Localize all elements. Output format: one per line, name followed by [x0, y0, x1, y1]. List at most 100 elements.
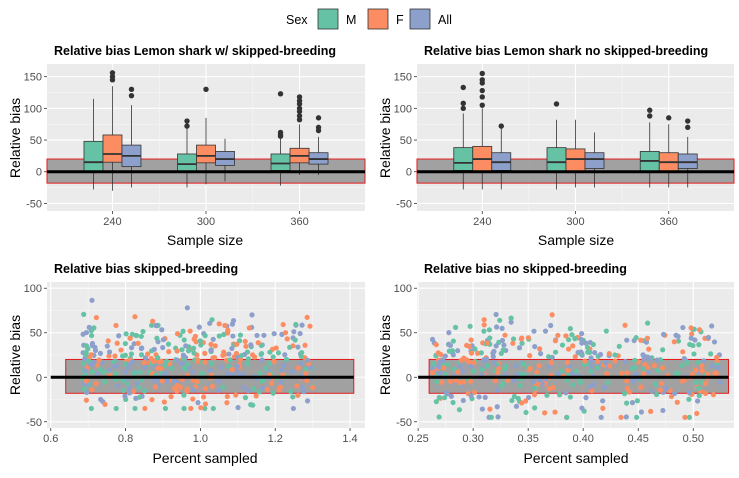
scatter-point-all: [207, 367, 213, 374]
scatter-point-m: [113, 370, 119, 376]
scatter-point-all: [531, 328, 537, 334]
scatter-point-m: [266, 360, 273, 367]
scatter-point-f: [113, 322, 119, 329]
scatter-point-m: [578, 379, 584, 385]
scatter-point-f: [550, 385, 556, 391]
scatter-point-m: [467, 323, 473, 329]
scatter-point-all: [629, 400, 636, 406]
scatter-point-m: [88, 405, 94, 412]
scatter-point-all: [494, 387, 500, 393]
scatter-point-all: [82, 356, 88, 362]
scatter-point-m: [436, 414, 442, 420]
scatter-point-m: [532, 385, 538, 391]
scatter-point-m: [288, 389, 294, 395]
scatter-point-all: [623, 414, 629, 420]
box-all-300: [215, 138, 235, 182]
scatter-point-m: [486, 327, 492, 333]
scatter-point-f: [224, 400, 230, 406]
box: [196, 144, 216, 164]
scatter-point-all: [446, 330, 452, 336]
scatter-point-m: [585, 349, 591, 355]
scatter-point-f: [495, 370, 501, 376]
scatter-point-all: [95, 371, 101, 377]
scatter-point-m: [544, 392, 550, 398]
x-tick-label: 0.30: [462, 433, 483, 445]
scatter-point-all: [218, 364, 225, 370]
scatter-point-f: [198, 405, 204, 411]
scatter-point-f: [145, 351, 151, 357]
scatter-point-all: [298, 360, 304, 367]
scatter-point-all: [106, 349, 113, 355]
scatter-point-f: [233, 392, 239, 398]
scatter-point-f: [638, 384, 644, 390]
scatter-point-f: [531, 392, 538, 398]
scatter-point-all: [630, 378, 636, 384]
scatter-point-all: [514, 371, 520, 378]
scatter-point-f: [641, 370, 647, 377]
scatter-point-m: [102, 379, 108, 385]
scatter-point-m: [634, 414, 640, 420]
scatter-point-f: [659, 365, 666, 371]
scatter-point-m: [679, 362, 685, 369]
y-tick-label: 100: [24, 283, 42, 295]
scatter-point-all: [681, 356, 687, 362]
scatter-point-all: [308, 364, 314, 371]
box: [546, 147, 567, 173]
panel-title-3: Relative bias skipped-breeding: [54, 262, 238, 276]
scatter-point-m: [569, 332, 575, 338]
box: [83, 140, 104, 173]
scatter-point-f: [282, 330, 289, 336]
y-axis-title-1: Relative bias: [7, 98, 23, 178]
scatter-point-f: [606, 363, 613, 369]
outlier-point: [184, 123, 190, 129]
scatter-point-all: [126, 385, 132, 391]
scatter-point-all: [160, 337, 166, 343]
y-tick-label: 0: [36, 372, 42, 384]
scatter-point-all: [89, 297, 95, 303]
scatter-point-m: [449, 348, 455, 354]
x-tick-label: 0.40: [572, 433, 593, 445]
scatter-point-m: [515, 395, 521, 402]
scatter-point-f: [487, 406, 493, 412]
scatter-point-m: [673, 370, 679, 376]
panel-1: -50 0 50 100 150 240 300 360: [24, 64, 366, 228]
outlier-point: [479, 102, 485, 108]
scatter-point-f: [468, 337, 474, 343]
scatter-point-f: [671, 339, 677, 345]
scatter-point-f: [88, 352, 94, 358]
scatter-point-all: [164, 378, 170, 384]
scatter-point-m: [119, 353, 126, 359]
scatter-point-f: [93, 380, 99, 387]
scatter-point-m: [124, 380, 130, 387]
outlier-point: [460, 100, 466, 106]
scatter-point-f: [307, 323, 313, 329]
scatter-point-m: [675, 338, 682, 344]
scatter-point-f: [284, 336, 290, 342]
scatter-point-all: [230, 318, 237, 324]
scatter-point-f: [209, 383, 215, 390]
scatter-point-f: [699, 368, 705, 374]
scatter-point-m: [686, 396, 692, 402]
scatter-point-all: [499, 337, 506, 344]
y-tick-label: 0: [36, 167, 42, 179]
scatter-point-all: [578, 349, 584, 355]
scatter-point-m: [83, 343, 90, 349]
scatter-point-m: [181, 405, 187, 412]
scatter-point-all: [481, 357, 487, 363]
scatter-point-f: [645, 364, 651, 371]
scatter-point-f: [658, 380, 665, 387]
x-tick-label: 1.2: [268, 433, 283, 445]
scatter-point-all: [179, 360, 185, 366]
scatter-point-m: [81, 311, 87, 317]
scatter-point-m: [275, 350, 282, 356]
scatter-point-m: [270, 390, 276, 396]
scatter-point-all: [142, 355, 149, 361]
scatter-point-all: [126, 390, 133, 396]
scatter-point-m: [251, 386, 257, 392]
scatter-point-all: [299, 322, 305, 328]
x-tick-label: 0.25: [407, 433, 428, 445]
scatter-point-all: [216, 378, 222, 385]
scatter-point-all: [694, 398, 701, 404]
scatter-point-m: [570, 382, 576, 388]
scatter-point-m: [197, 338, 203, 344]
